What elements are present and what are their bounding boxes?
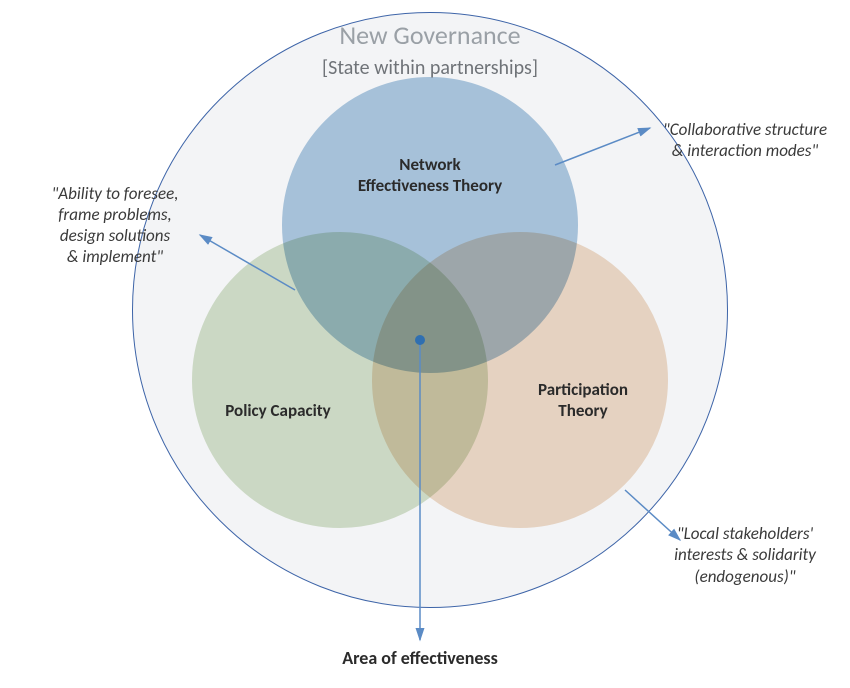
annotation-collab: "Collaborative structure & interaction m… <box>545 119 850 162</box>
bottom-label: Area of effectiveness <box>220 647 620 670</box>
label-participation: Participation Theory <box>383 379 783 422</box>
annotation-ability: "Ability to foresee, frame problems, des… <box>0 183 315 268</box>
title-main: New Governance <box>230 19 630 52</box>
annotation-local: "Local stakeholders' interests & solidar… <box>545 523 850 587</box>
title-sub: [State within partnerships] <box>230 56 630 81</box>
diagram-stage: New Governance [State within partnership… <box>0 0 850 688</box>
